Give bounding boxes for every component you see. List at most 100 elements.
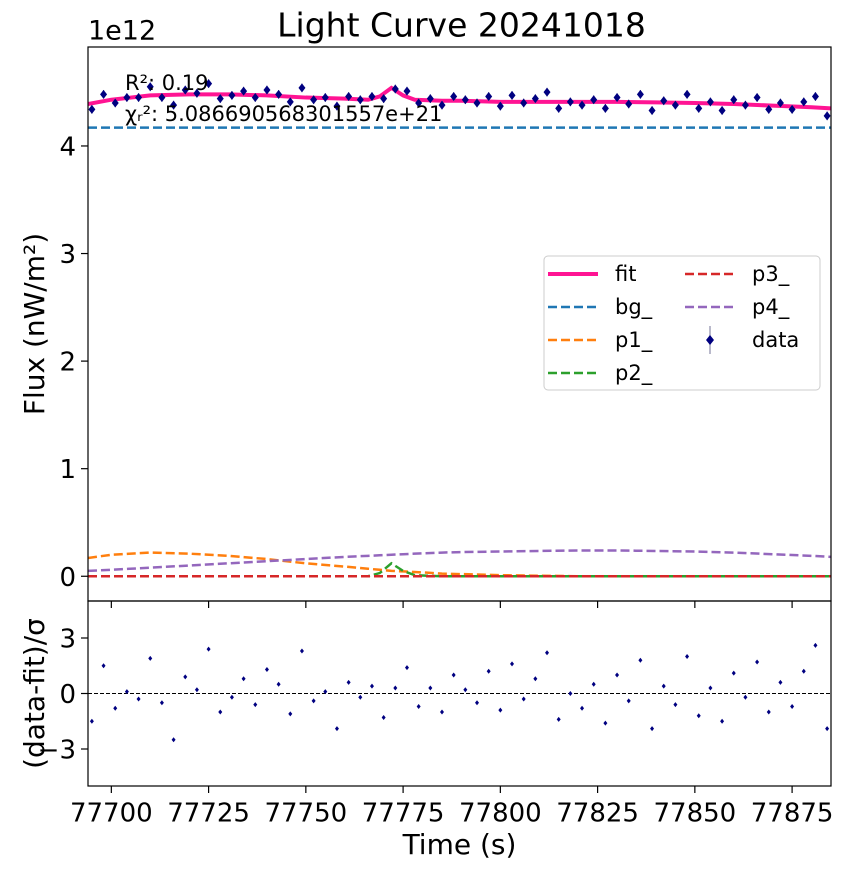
residual-point bbox=[404, 665, 409, 671]
data-point bbox=[135, 93, 143, 103]
x-tick-label: 77725 bbox=[167, 799, 250, 829]
residual-point bbox=[661, 683, 666, 689]
data-marker bbox=[88, 104, 96, 114]
data-marker bbox=[555, 103, 563, 113]
data-point bbox=[543, 87, 551, 97]
residual-point bbox=[113, 705, 118, 711]
plot-area bbox=[88, 79, 831, 578]
data-marker bbox=[811, 91, 819, 101]
residual-point bbox=[159, 700, 164, 706]
data-point bbox=[310, 95, 318, 105]
data-marker bbox=[181, 85, 189, 95]
data-marker bbox=[613, 93, 621, 103]
data-marker bbox=[380, 94, 388, 104]
x-tick-label: 77750 bbox=[264, 799, 347, 829]
data-marker bbox=[321, 93, 329, 103]
residual-point bbox=[580, 705, 585, 711]
residual-point bbox=[451, 672, 456, 678]
residual-point bbox=[393, 685, 398, 691]
data-marker bbox=[590, 95, 598, 105]
data-marker bbox=[205, 79, 213, 89]
data-point bbox=[566, 97, 574, 107]
legend-marker bbox=[706, 335, 714, 345]
residual-point bbox=[124, 689, 129, 695]
data-marker bbox=[776, 98, 784, 108]
residual-point bbox=[556, 716, 561, 722]
x-tick-label: 77700 bbox=[70, 799, 153, 829]
data-marker bbox=[625, 99, 633, 109]
data-marker bbox=[531, 94, 539, 104]
residual-point bbox=[463, 687, 468, 693]
data-point bbox=[240, 86, 248, 96]
data-marker bbox=[648, 105, 656, 115]
residual-point bbox=[708, 685, 713, 691]
offset-text: 1e12 bbox=[88, 16, 156, 47]
data-marker bbox=[718, 105, 726, 115]
annotation: R²: 0.19 bbox=[125, 71, 209, 95]
data-marker bbox=[111, 98, 119, 108]
y-tick-label: 0 bbox=[59, 680, 76, 710]
residual-point bbox=[731, 670, 736, 676]
residual-point bbox=[510, 661, 515, 667]
residual-point bbox=[475, 700, 480, 706]
data-marker bbox=[578, 100, 586, 110]
data-marker bbox=[158, 93, 166, 103]
data-point bbox=[695, 103, 703, 113]
data-point bbox=[275, 89, 283, 99]
series-line bbox=[88, 549, 831, 573]
data-point bbox=[356, 95, 364, 105]
residual-point bbox=[568, 691, 573, 696]
residual-point bbox=[743, 694, 748, 700]
residual-point bbox=[346, 679, 351, 685]
data-point bbox=[625, 99, 633, 109]
data-marker bbox=[671, 100, 679, 110]
data-point bbox=[555, 103, 563, 113]
data-marker bbox=[473, 98, 481, 108]
data-marker bbox=[508, 90, 516, 100]
data-marker bbox=[345, 91, 353, 101]
data-point bbox=[263, 85, 271, 95]
residual-point bbox=[288, 711, 293, 717]
residual-point bbox=[218, 709, 223, 715]
data-point bbox=[228, 90, 236, 100]
residual-point bbox=[229, 694, 234, 700]
legend-label: p2_ bbox=[615, 361, 653, 386]
data-point bbox=[636, 89, 644, 99]
data-point bbox=[613, 93, 621, 103]
residual-point bbox=[428, 685, 433, 691]
data-marker bbox=[485, 91, 493, 101]
data-point bbox=[321, 93, 329, 103]
data-point bbox=[590, 95, 598, 105]
data-marker bbox=[520, 98, 528, 108]
data-marker bbox=[100, 89, 108, 99]
data-marker bbox=[601, 103, 609, 113]
residual-point bbox=[615, 672, 620, 678]
data-point bbox=[765, 104, 773, 114]
y-tick-label: 2 bbox=[59, 348, 76, 378]
data-marker bbox=[450, 91, 458, 101]
data-marker bbox=[193, 88, 201, 98]
data-point bbox=[380, 94, 388, 104]
data-point bbox=[415, 98, 423, 108]
residual-point bbox=[778, 679, 783, 685]
data-point bbox=[660, 96, 668, 106]
data-point bbox=[450, 91, 458, 101]
residual-point bbox=[101, 663, 106, 669]
residual-point bbox=[801, 668, 806, 674]
y-tick-label: 1 bbox=[59, 455, 76, 485]
data-marker bbox=[660, 96, 668, 106]
residual-point bbox=[183, 674, 188, 680]
residual-point bbox=[685, 654, 690, 659]
residual-point bbox=[89, 718, 94, 724]
legend-label: data bbox=[752, 328, 799, 352]
data-marker bbox=[800, 97, 808, 107]
data-point bbox=[158, 93, 166, 103]
data-marker bbox=[333, 101, 341, 111]
residual-point bbox=[673, 702, 678, 708]
data-marker bbox=[823, 111, 831, 121]
data-marker bbox=[403, 86, 411, 96]
legend-label: p4_ bbox=[752, 295, 790, 320]
residual-point bbox=[439, 709, 444, 715]
data-marker bbox=[461, 95, 469, 105]
data-point bbox=[753, 93, 761, 103]
